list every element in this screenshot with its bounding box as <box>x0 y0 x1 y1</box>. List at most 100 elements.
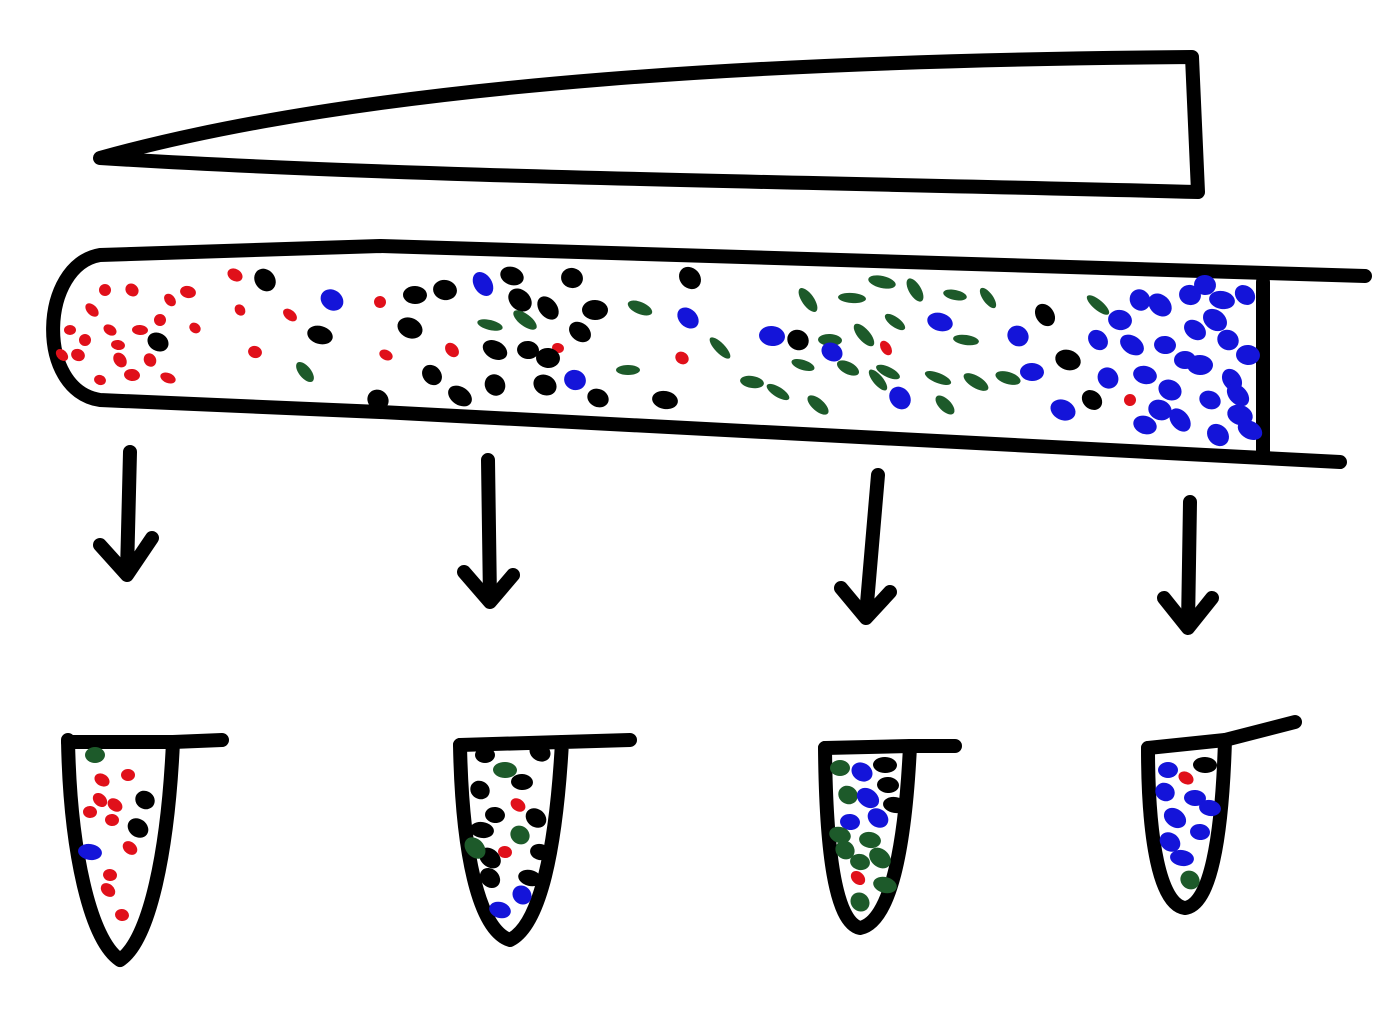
black-particle <box>587 388 609 408</box>
red-particle <box>107 798 123 812</box>
green-particle <box>627 300 653 316</box>
green-particle <box>791 358 815 372</box>
red-particle <box>379 349 393 361</box>
black-particle <box>500 266 524 286</box>
blue-particle <box>1133 415 1157 435</box>
red-particle <box>510 798 526 812</box>
blue-particle <box>1133 365 1157 385</box>
green-particle <box>85 747 105 763</box>
red-particle <box>1178 771 1194 785</box>
black-particle <box>569 321 591 343</box>
green-particle <box>709 337 731 359</box>
blue-particle <box>1158 762 1178 778</box>
black-particle <box>397 317 423 339</box>
red-particle <box>121 768 135 782</box>
black-particle <box>508 288 532 312</box>
red-particle <box>113 352 127 368</box>
blue-particle <box>927 312 953 332</box>
blue-particle <box>867 808 889 828</box>
black-particle <box>517 340 539 360</box>
blue-particle <box>1170 849 1194 867</box>
black-particle <box>307 325 333 345</box>
red-particle <box>55 348 69 362</box>
blue-particle <box>1199 390 1221 410</box>
blue-particle <box>1217 329 1239 351</box>
green-particle <box>829 826 851 844</box>
green-particle <box>616 365 640 375</box>
fraction-tube-1 <box>61 733 229 967</box>
black-particle <box>652 390 678 410</box>
red-particle <box>124 368 140 382</box>
blue-particle <box>512 885 532 905</box>
red-particle <box>94 773 110 787</box>
blue-particle <box>1179 284 1201 306</box>
blue-particle <box>856 787 880 809</box>
green-particle <box>1180 870 1200 890</box>
red-particle <box>283 308 297 322</box>
red-particle <box>227 268 243 282</box>
black-particle <box>533 374 557 396</box>
blue-particle <box>320 289 344 311</box>
blue-particle <box>1202 308 1228 332</box>
red-particle <box>1124 394 1136 406</box>
black-particle <box>511 773 533 791</box>
red-particle <box>675 351 689 365</box>
wedge-blade <box>93 50 1205 199</box>
black-particle <box>254 268 276 292</box>
black-particle <box>433 279 457 301</box>
fraction-tube-1-particles <box>78 747 155 922</box>
arrow-3 <box>834 468 897 625</box>
green-particle <box>464 837 486 859</box>
red-particle <box>445 342 459 358</box>
black-particle <box>679 266 701 290</box>
black-particle <box>135 790 155 810</box>
green-particle <box>850 853 870 871</box>
blue-particle <box>1184 319 1206 341</box>
arrow-4 <box>1157 495 1219 635</box>
red-particle <box>164 293 176 307</box>
green-particle <box>766 383 790 401</box>
gel-tube <box>46 239 1372 469</box>
red-particle <box>122 841 138 855</box>
red-particle <box>111 339 125 351</box>
green-particle <box>850 892 870 912</box>
blue-particle <box>1199 799 1221 817</box>
blue-particle <box>1207 423 1229 447</box>
green-particle <box>868 369 888 391</box>
green-particle <box>906 278 924 302</box>
blue-particle <box>1234 285 1256 305</box>
black-particle <box>883 796 907 814</box>
blue-particle <box>1163 807 1187 829</box>
black-particle <box>525 808 547 828</box>
blue-particle <box>1209 290 1235 310</box>
red-particle <box>498 845 512 859</box>
green-particle <box>493 761 517 779</box>
green-particle <box>807 395 829 415</box>
blue-particle <box>840 813 860 831</box>
blue-particle <box>677 307 699 329</box>
black-particle <box>1081 390 1103 410</box>
blue-particle <box>1184 789 1206 807</box>
blue-particle <box>1190 823 1210 841</box>
red-particle <box>94 374 106 386</box>
green-particle <box>943 289 967 301</box>
green-particle <box>953 334 979 346</box>
blue-particle <box>759 325 785 347</box>
red-particle <box>78 334 91 346</box>
black-particle <box>448 385 472 407</box>
gel-particles <box>55 266 1263 447</box>
green-particle <box>818 333 842 347</box>
green-particle <box>979 287 997 309</box>
red-particle <box>103 868 117 882</box>
green-particle <box>876 364 900 380</box>
red-particle <box>160 372 176 384</box>
blue-particle <box>1237 419 1263 441</box>
green-particle <box>1086 295 1110 315</box>
black-particle <box>877 776 899 794</box>
green-particle <box>868 275 896 289</box>
blue-particle <box>821 342 843 362</box>
black-particle <box>536 347 560 369</box>
red-particle <box>143 353 157 367</box>
